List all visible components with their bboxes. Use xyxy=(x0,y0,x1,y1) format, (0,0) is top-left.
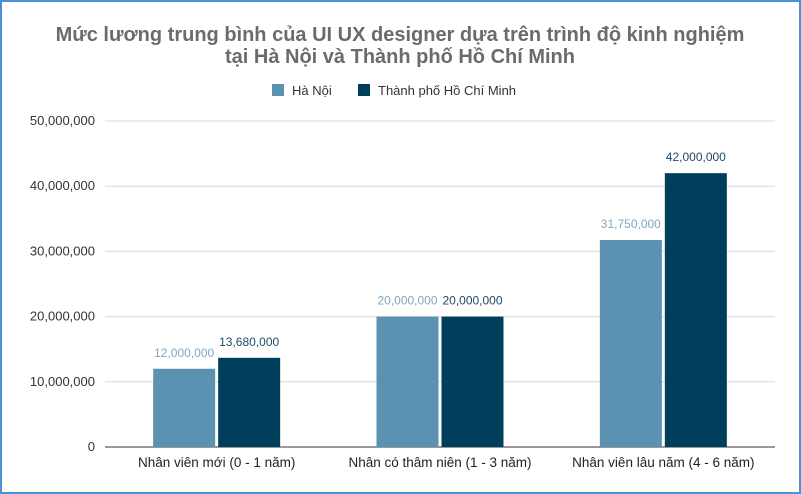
x-category-label: Nhân viên lâu năm (4 - 6 năm) xyxy=(572,455,754,470)
data-label: 13,680,000 xyxy=(219,335,279,349)
data-label: 31,750,000 xyxy=(601,217,661,231)
legend-label-ha-noi: Hà Nội xyxy=(292,83,332,98)
legend-swatch-hcm xyxy=(358,84,370,96)
x-category-label: Nhân có thâm niên (1 - 3 năm) xyxy=(348,455,531,470)
data-labels: 12,000,000 13,680,000 20,000,000 20,000,000… xyxy=(154,150,726,360)
y-tick-label: 50,000,000 xyxy=(30,113,95,128)
bars xyxy=(153,173,727,447)
bar-hcm-0 xyxy=(218,357,281,447)
data-label: 12,000,000 xyxy=(154,346,214,360)
y-tick-label: 40,000,000 xyxy=(30,178,95,193)
bar-hcm-1 xyxy=(441,316,504,447)
chart-title-line-2: tại Hà Nội và Thành phố Hồ Chí Minh xyxy=(225,46,575,68)
x-category-label: Nhân viên mới (0 - 1 năm) xyxy=(138,455,295,470)
y-tick-label: 20,000,000 xyxy=(30,309,95,324)
legend: Hà Nội Thành phố Hồ Chí Minh xyxy=(272,83,516,98)
data-label: 20,000,000 xyxy=(377,294,437,308)
y-tick-label: 0 xyxy=(88,439,95,454)
y-tick-label: 30,000,000 xyxy=(30,243,95,258)
chart-title-line-1: Mức lương trung bình của UI UX designer … xyxy=(56,24,745,46)
legend-label-hcm: Thành phố Hồ Chí Minh xyxy=(378,83,516,98)
bar-ha-noi-2 xyxy=(599,239,662,447)
data-label: 20,000,000 xyxy=(442,294,502,308)
y-axis-ticks: 0 10,000,000 20,000,000 30,000,000 40,000,00… xyxy=(30,113,95,454)
gridlines xyxy=(105,120,775,448)
bar-hcm-2 xyxy=(664,173,727,447)
bar-ha-noi-0 xyxy=(153,368,216,447)
bar-ha-noi-1 xyxy=(376,316,439,447)
legend-swatch-ha-noi xyxy=(272,84,284,96)
y-tick-label: 10,000,000 xyxy=(30,374,95,389)
data-label: 42,000,000 xyxy=(666,150,726,164)
x-axis-categories: Nhân viên mới (0 - 1 năm) Nhân có thâm ni… xyxy=(138,455,755,470)
